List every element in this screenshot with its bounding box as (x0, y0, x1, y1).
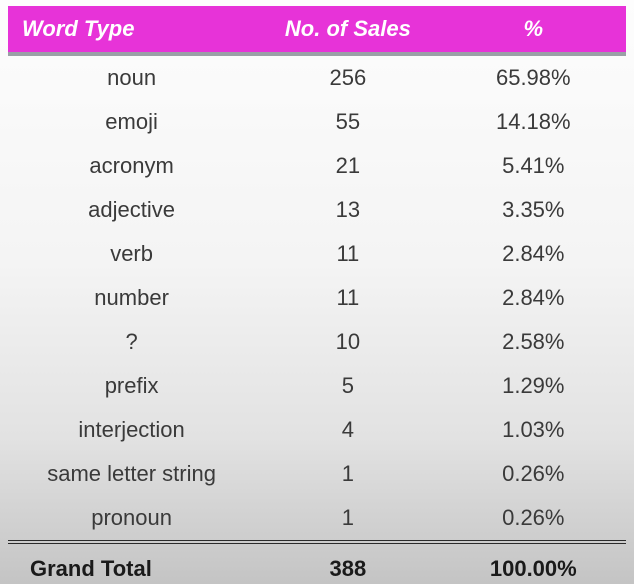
cell-percent: 65.98% (441, 56, 626, 100)
cell-sales: 11 (255, 232, 440, 276)
word-type-sales-table: Word Type No. of Sales % noun 256 65.98%… (8, 6, 626, 584)
cell-sales: 21 (255, 144, 440, 188)
cell-sales: 11 (255, 276, 440, 320)
cell-percent: 2.58% (441, 320, 626, 364)
cell-word-type: prefix (8, 364, 255, 408)
table-row: adjective 13 3.35% (8, 188, 626, 232)
table-row: emoji 55 14.18% (8, 100, 626, 144)
table-row: pronoun 1 0.26% (8, 496, 626, 542)
table-row: acronym 21 5.41% (8, 144, 626, 188)
cell-sales: 5 (255, 364, 440, 408)
cell-percent: 1.03% (441, 408, 626, 452)
cell-word-type: pronoun (8, 496, 255, 542)
grand-total-sales: 388 (255, 544, 440, 584)
cell-sales: 55 (255, 100, 440, 144)
cell-word-type: adjective (8, 188, 255, 232)
cell-word-type: number (8, 276, 255, 320)
table-row: same letter string 1 0.26% (8, 452, 626, 496)
table-row: verb 11 2.84% (8, 232, 626, 276)
cell-word-type: noun (8, 56, 255, 100)
cell-percent: 3.35% (441, 188, 626, 232)
table-container: Word Type No. of Sales % noun 256 65.98%… (0, 0, 634, 584)
cell-sales: 10 (255, 320, 440, 364)
cell-word-type: same letter string (8, 452, 255, 496)
grand-total-row: Grand Total 388 100.00% (8, 544, 626, 584)
col-header-percent: % (441, 6, 626, 52)
grand-total-percent: 100.00% (441, 544, 626, 584)
cell-percent: 0.26% (441, 496, 626, 542)
table-row: ? 10 2.58% (8, 320, 626, 364)
cell-percent: 0.26% (441, 452, 626, 496)
table-row: number 11 2.84% (8, 276, 626, 320)
cell-percent: 2.84% (441, 276, 626, 320)
cell-word-type: acronym (8, 144, 255, 188)
table-row: noun 256 65.98% (8, 56, 626, 100)
cell-sales: 1 (255, 496, 440, 542)
table-row: interjection 4 1.03% (8, 408, 626, 452)
col-header-word-type: Word Type (8, 6, 255, 52)
cell-sales: 4 (255, 408, 440, 452)
cell-percent: 14.18% (441, 100, 626, 144)
cell-sales: 13 (255, 188, 440, 232)
cell-percent: 1.29% (441, 364, 626, 408)
cell-word-type: verb (8, 232, 255, 276)
col-header-sales: No. of Sales (255, 6, 440, 52)
table-header-row: Word Type No. of Sales % (8, 6, 626, 52)
cell-percent: 2.84% (441, 232, 626, 276)
cell-word-type: interjection (8, 408, 255, 452)
grand-total-label: Grand Total (8, 544, 255, 584)
cell-sales: 1 (255, 452, 440, 496)
cell-word-type: emoji (8, 100, 255, 144)
table-body: noun 256 65.98% emoji 55 14.18% acronym … (8, 52, 626, 542)
cell-percent: 5.41% (441, 144, 626, 188)
cell-word-type: ? (8, 320, 255, 364)
table-row: prefix 5 1.29% (8, 364, 626, 408)
cell-sales: 256 (255, 56, 440, 100)
